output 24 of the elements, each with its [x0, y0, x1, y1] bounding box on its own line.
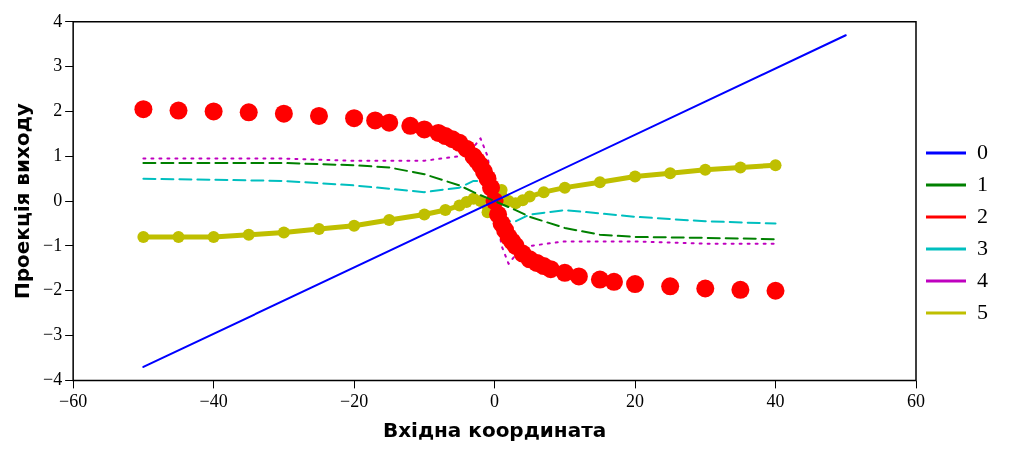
- y-tick-label: 0: [53, 189, 63, 210]
- y-axis-title: Проекція виходу: [10, 103, 35, 300]
- y-tick-label: 3: [53, 55, 63, 76]
- y-tick-label: −2: [43, 279, 63, 300]
- x-tick-label: 20: [626, 390, 645, 411]
- x-tick-label: −40: [199, 390, 228, 411]
- y-tick-label: 4: [53, 10, 63, 31]
- x-tick-label: 60: [907, 390, 925, 411]
- x-tick-label: 40: [766, 390, 785, 411]
- legend-label: 3: [977, 234, 988, 260]
- x-tick-label: −20: [340, 390, 369, 411]
- legend-label: 2: [977, 202, 988, 228]
- y-tick-label: −4: [43, 369, 63, 390]
- y-tick-label: 1: [53, 145, 63, 166]
- y-tick-label: −1: [43, 234, 63, 255]
- y-tick-label: 2: [53, 100, 63, 121]
- legend-label: 0: [977, 138, 988, 164]
- y-tick-label: −3: [43, 324, 63, 345]
- x-tick-label: 0: [490, 390, 500, 411]
- legend-label: 4: [977, 266, 988, 292]
- legend-label: 5: [977, 298, 988, 324]
- x-axis-title: Вхідна координата: [382, 418, 607, 443]
- legend-label: 1: [977, 170, 988, 196]
- x-tick-label: −60: [59, 390, 88, 411]
